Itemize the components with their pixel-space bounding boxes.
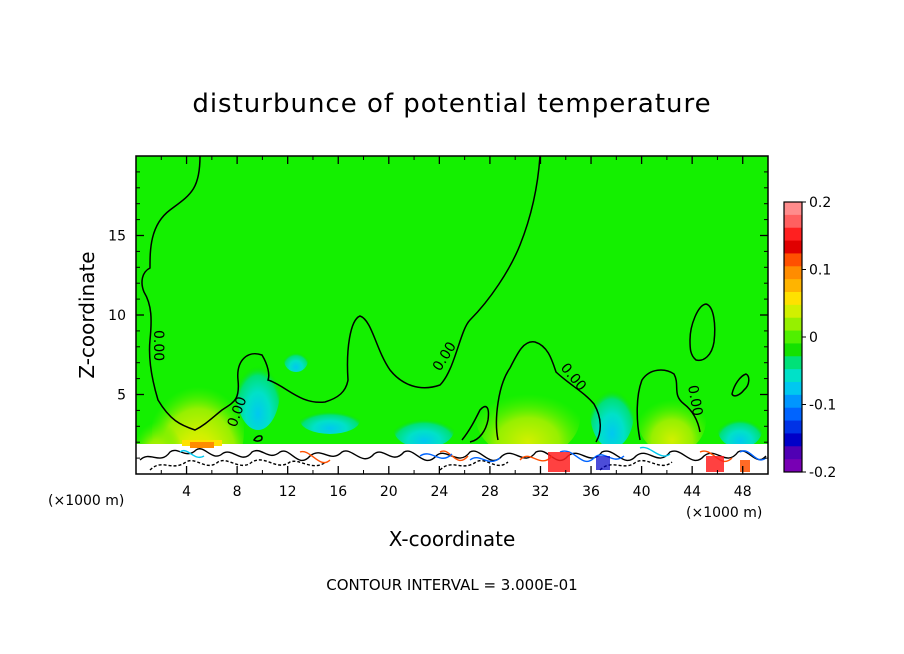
cool-anomaly <box>718 412 762 448</box>
contour-line <box>461 405 490 443</box>
y-axis-unit: (×1000 m) <box>48 493 124 509</box>
colorbar-swatch <box>784 279 802 293</box>
x-tick-label: 20 <box>380 484 398 500</box>
colorbar-swatch <box>784 227 802 242</box>
colorbar-swatch <box>784 317 802 332</box>
surface-eddy <box>419 450 767 463</box>
surface-eddy <box>149 459 673 471</box>
colorbar-swatch <box>784 292 802 306</box>
x-axis-unit: (×1000 m) <box>686 505 762 521</box>
colorbar-label: -0.2 <box>809 465 836 481</box>
y-axis: 5 10 15 <box>108 171 768 459</box>
colorbar-label: -0.1 <box>809 398 836 414</box>
colorbar-label: 0.2 <box>809 195 831 211</box>
contour-line <box>731 373 750 397</box>
cool-anomaly <box>236 350 280 430</box>
cool-anomaly <box>590 376 634 448</box>
colorbar: 0.2 0.1 0 -0.1 -0.2 <box>783 195 836 481</box>
colorbar-swatch <box>784 356 802 370</box>
colorbar-swatch <box>784 240 802 254</box>
contour-line <box>689 303 716 362</box>
colorbar-swatch <box>784 343 802 357</box>
y-axis-label: Z-coordinate <box>75 251 99 378</box>
x-tick-label: 4 <box>182 484 191 500</box>
cool-anomaly <box>300 406 360 434</box>
surface-layer <box>548 452 570 472</box>
colorbar-swatch <box>784 446 802 460</box>
colorbar-swatch <box>784 382 802 396</box>
colorbar-label: 0 <box>809 330 818 346</box>
surface-layer <box>740 460 750 472</box>
x-tick-label: 16 <box>329 484 347 500</box>
x-tick-label: 12 <box>279 484 297 500</box>
chart-title: disturbunce of potential temperature <box>192 89 711 119</box>
colorbar-swatch <box>784 433 802 447</box>
x-tick-label: 28 <box>481 484 499 500</box>
contour-label: 0.00 <box>684 384 705 417</box>
warm-anomaly <box>638 386 706 454</box>
colorbar-swatch <box>784 253 802 267</box>
y-tick-label: 5 <box>117 388 126 404</box>
surface-layer <box>596 456 610 470</box>
contour-line <box>253 435 263 442</box>
surface-layer <box>190 442 214 448</box>
colorbar-swatch <box>784 459 802 473</box>
contour-line <box>141 156 541 431</box>
x-tick-label: 24 <box>430 484 448 500</box>
x-tick-label: 8 <box>233 484 242 500</box>
y-tick-label: 15 <box>108 229 126 245</box>
warm-anomaly <box>476 378 580 458</box>
x-axis: 4 8 12 16 20 24 28 32 36 40 44 48 <box>160 156 752 500</box>
plot-area: 0.00 0.00 0.00 0.00 0.00 <box>136 156 768 474</box>
colorbar-swatch <box>784 420 802 434</box>
surface-layer <box>706 456 724 472</box>
x-tick-label: 36 <box>582 484 600 500</box>
x-tick-label: 44 <box>683 484 701 500</box>
colorbar-swatch <box>784 266 802 280</box>
surface-eddy <box>299 450 733 464</box>
y-tick-label: 10 <box>108 308 126 324</box>
surface-eddy <box>179 446 671 459</box>
colorbar-swatch <box>784 369 802 383</box>
surface-turbulence <box>139 446 767 471</box>
contour-line <box>636 369 701 441</box>
surface-layer <box>136 444 768 474</box>
colorbar-swatch <box>784 214 802 229</box>
contour-label: 0.00 <box>150 330 166 361</box>
x-tick-label: 32 <box>532 484 550 500</box>
colorbar-swatch <box>784 202 802 216</box>
colorbar-label: 0.1 <box>809 263 831 279</box>
contour-lines <box>141 156 750 443</box>
colorbar-swatch <box>784 407 802 422</box>
x-tick-label: 48 <box>734 484 752 500</box>
contour-interval: CONTOUR INTERVAL = 3.000E-01 <box>326 576 577 594</box>
x-tick-label: 40 <box>633 484 651 500</box>
colorbar-swatch <box>784 394 802 409</box>
colorbar-swatch <box>784 330 802 344</box>
contour-line <box>495 341 601 443</box>
cool-anomaly <box>394 412 454 448</box>
cool-anomaly <box>284 348 308 372</box>
colorbar-swatch <box>784 304 802 319</box>
x-axis-label: X-coordinate <box>389 527 516 551</box>
